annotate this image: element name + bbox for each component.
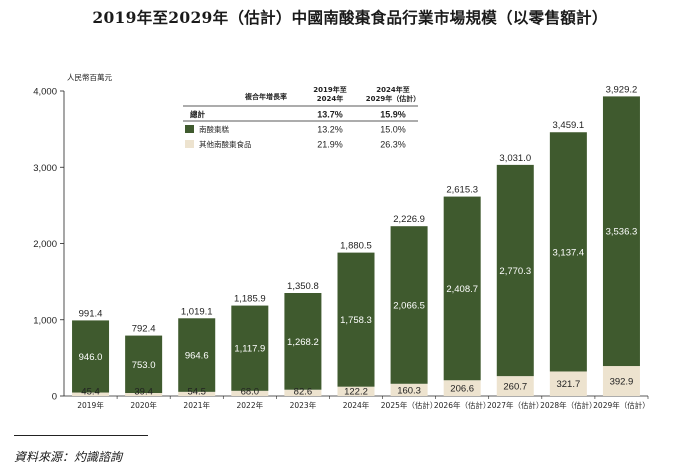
- x-category-label: 2022年: [237, 400, 264, 410]
- x-category-label: 2025年（估計）: [381, 400, 438, 410]
- legend-swatch: [185, 125, 194, 133]
- legend-cagr-2024-2029: 26.3%: [380, 140, 406, 150]
- bar-segment-other: [178, 391, 216, 396]
- bar-total-label: 2,226.9: [393, 214, 425, 225]
- x-category-label: 2026年（估計）: [434, 400, 491, 410]
- x-category-label: 2021年: [183, 400, 210, 410]
- bar-other-value-label: 260.7: [503, 382, 527, 393]
- legend-cagr-2024-2029: 15.0%: [380, 125, 406, 135]
- bar-segment-cake: [72, 320, 110, 393]
- bar-total-label: 792.4: [132, 324, 156, 335]
- source-divider: [14, 435, 148, 436]
- stacked-bar-chart: 0 1,000 2,000 3,000 4,000 人民幣百萬元 2019年 2020年 202…: [33, 72, 650, 410]
- bar-cake-value-label: 1,758.3: [340, 315, 372, 326]
- bar-other-value-label: 82.6: [294, 387, 313, 398]
- bar-cake-value-label: 946.0: [79, 352, 103, 363]
- bar-segment-cake: [337, 252, 375, 387]
- bar-segment-cake: [443, 196, 481, 381]
- legend-row-label: 南酸棗糕: [199, 124, 229, 134]
- bar-segment-other: [72, 392, 110, 396]
- bar-total-label: 1,350.8: [287, 281, 319, 292]
- bar-segment-cake: [231, 305, 269, 391]
- x-category-label: 2020年: [130, 400, 157, 410]
- legend-cagr-2019-2024: 21.9%: [317, 140, 343, 150]
- bar-total-label: 3,031.0: [499, 153, 531, 164]
- bar-other-value-label: 206.6: [450, 384, 474, 395]
- bar-total-label: 1,019.1: [181, 306, 213, 317]
- bar-cake-value-label: 2,770.3: [499, 266, 531, 277]
- bar-segment-other: [549, 371, 587, 396]
- bar-cake-value-label: 3,137.4: [553, 247, 585, 258]
- bar-total-label: 2,615.3: [446, 185, 478, 196]
- bar-total-label: 1,185.9: [234, 294, 266, 305]
- y-axis-unit-label: 人民幣百萬元: [67, 72, 112, 82]
- bar-segment-other: [443, 380, 481, 396]
- bar-segment-cake: [390, 226, 428, 384]
- bar-segment-other: [390, 383, 428, 396]
- source-note: 資料來源：灼識諮詢: [14, 450, 123, 464]
- bar-segment-cake: [284, 293, 322, 390]
- x-category-label: 2019年: [77, 400, 104, 410]
- bar-segment-other: [231, 390, 269, 396]
- x-category-label: 2024年: [343, 400, 370, 410]
- bar-segment-cake: [496, 164, 534, 377]
- bar-segment-cake: [549, 132, 587, 372]
- y-tick-label: 0: [52, 392, 57, 403]
- bar-segment-other: [284, 389, 322, 396]
- bar-other-value-label: 68.0: [241, 387, 260, 398]
- legend-col1-header: 2019年至: [313, 85, 346, 94]
- legend-col1-header: 2024年: [317, 94, 343, 103]
- bar-cake-value-label: 964.6: [185, 351, 209, 362]
- bar-segment-other: [337, 386, 375, 396]
- bar-other-value-label: 45.4: [81, 387, 100, 398]
- bar-cake-value-label: 1,268.2: [287, 337, 319, 348]
- legend-cagr-2019-2024: 13.7%: [317, 110, 343, 120]
- legend-col2-header: 2029年（估計）: [366, 94, 420, 103]
- bar-segment-other: [125, 392, 163, 396]
- legend-row-label: 總計: [190, 109, 205, 119]
- bar-other-value-label: 39.4: [134, 387, 153, 398]
- y-tick-label: 4,000: [33, 87, 57, 98]
- bar-segment-other: [496, 376, 534, 396]
- legend-cagr-2019-2024: 13.2%: [317, 125, 343, 135]
- chart-title: 2019年至2029年（估計）中國南酸棗食品行業市場規模（以零售額計）: [92, 8, 608, 27]
- bar-other-value-label: 321.7: [556, 379, 580, 390]
- legend-col2-header: 2024年至: [376, 85, 409, 94]
- bar-segment-cake: [602, 96, 640, 367]
- bar-other-value-label: 122.2: [344, 387, 368, 398]
- bar-other-value-label: 160.3: [397, 385, 421, 396]
- legend-header-cagr: 複合年增長率: [244, 92, 287, 101]
- legend-swatch: [185, 140, 194, 148]
- bar-total-label: 3,459.1: [553, 120, 585, 131]
- x-category-label: 2023年: [290, 400, 317, 410]
- x-category-label: 2027年（估計）: [487, 400, 544, 410]
- x-category-label: 2028年（估計）: [540, 400, 597, 410]
- bar-cake-value-label: 2,066.5: [393, 300, 425, 311]
- y-tick-label: 3,000: [33, 163, 57, 174]
- legend-row-label: 其他南酸棗食品: [199, 139, 252, 149]
- x-category-label: 2029年（估計）: [593, 400, 650, 410]
- bar-total-label: 3,929.2: [606, 84, 638, 95]
- bar-cake-value-label: 3,536.3: [606, 227, 638, 238]
- bar-segment-other: [602, 366, 640, 396]
- bar-segment-cake: [125, 335, 163, 393]
- bar-cake-value-label: 753.0: [132, 360, 156, 371]
- bar-cake-value-label: 2,408.7: [446, 284, 478, 295]
- bar-total-label: 1,880.5: [340, 241, 372, 252]
- y-tick-label: 1,000: [33, 315, 57, 326]
- bar-cake-value-label: 1,117.9: [234, 344, 265, 355]
- y-tick-label: 2,000: [33, 239, 57, 250]
- bar-other-value-label: 54.5: [187, 387, 206, 398]
- bar-total-label: 991.4: [79, 308, 103, 319]
- legend-cagr-2024-2029: 15.9%: [380, 110, 406, 120]
- bar-other-value-label: 392.9: [610, 377, 634, 388]
- bar-segment-cake: [178, 318, 216, 392]
